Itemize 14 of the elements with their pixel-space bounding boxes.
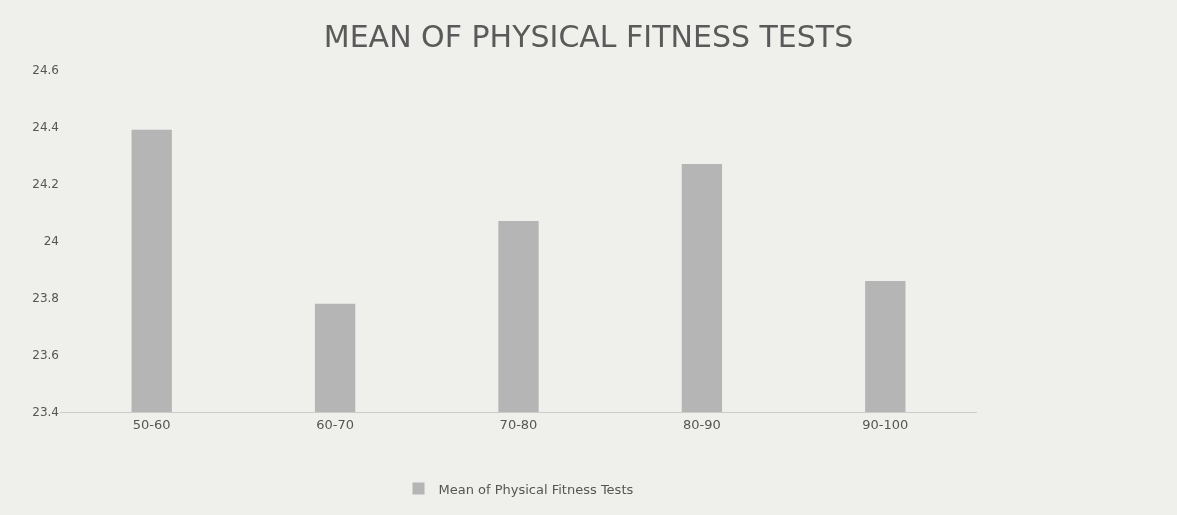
y-tick-label: 24 xyxy=(43,234,59,249)
x-tick-label: 50-60 xyxy=(132,416,171,432)
x-tick-label: 80-90 xyxy=(683,416,721,432)
y-tick-label: 23.6 xyxy=(32,348,59,363)
chart-title: MEAN OF PHYSICAL FITNESS TESTS xyxy=(323,18,854,54)
x-tick-label: 90-100 xyxy=(862,416,909,432)
y-tick-label: 23.8 xyxy=(32,291,59,306)
y-tick-label: 24.4 xyxy=(32,120,59,135)
y-tick-label: 24.6 xyxy=(32,63,59,78)
legend-label: Mean of Physical Fitness Tests xyxy=(438,481,634,497)
y-tick-label: 24.2 xyxy=(32,177,59,192)
y-tick-label: 23.4 xyxy=(32,405,59,420)
x-tick-label: 70-80 xyxy=(499,416,538,432)
x-tick-label: 60-70 xyxy=(316,416,354,432)
